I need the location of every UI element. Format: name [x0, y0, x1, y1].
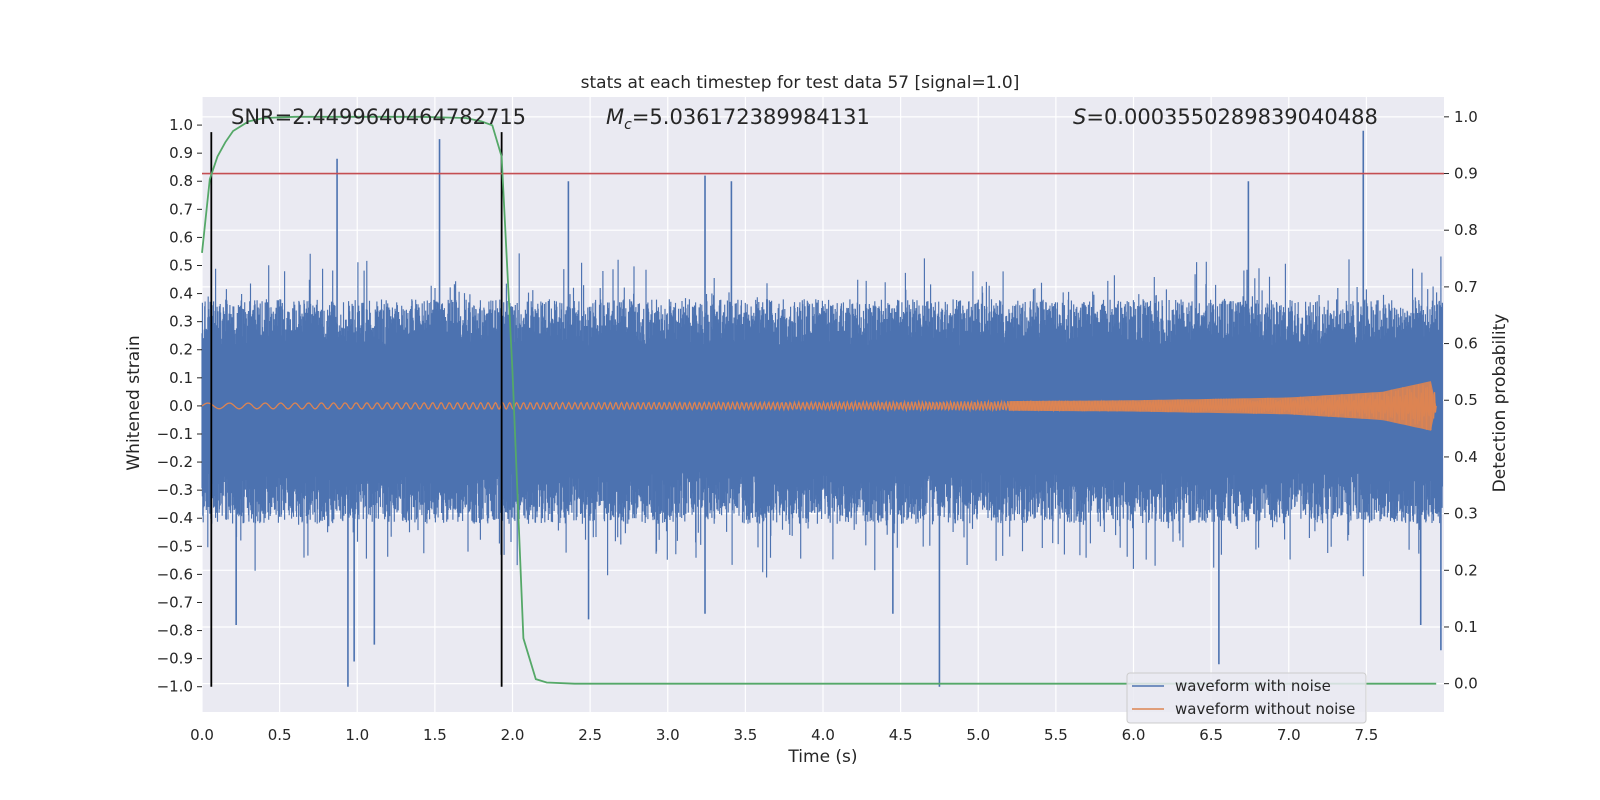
- y-tick-label: −0.4: [157, 509, 193, 527]
- detection-probability-series: [201, 115, 1437, 685]
- right-y-tick-label: 0.8: [1454, 221, 1478, 239]
- x-tick-label: 5.0: [966, 726, 990, 744]
- x-tick-label: 4.0: [811, 726, 835, 744]
- y-tick-label: 0.1: [169, 369, 193, 387]
- right-y-tick-label: 0.0: [1454, 675, 1478, 693]
- right-y-tick-label: 0.1: [1454, 618, 1478, 636]
- s-value: =0.0003550289839040488: [1086, 105, 1378, 129]
- chirp-mass-symbol: M: [606, 105, 624, 129]
- x-tick-label: 2.5: [578, 726, 602, 744]
- y-tick-label: −1.0: [157, 678, 193, 696]
- x-tick-label: 1.0: [345, 726, 369, 744]
- waveform-with-noise-series: [201, 130, 1443, 687]
- x-axis-label: Time (s): [787, 747, 857, 767]
- y-tick-label: −0.2: [157, 453, 193, 471]
- y-tick-label: 0.0: [169, 397, 193, 415]
- probability-line: [201, 115, 1437, 685]
- chirp-mass-value: =5.036172389984131: [632, 105, 870, 129]
- y-tick-label: 0.6: [169, 228, 193, 246]
- y-tick-label: −0.7: [157, 593, 193, 611]
- x-tick-label: 0.0: [190, 726, 214, 744]
- y-tick-label: 0.9: [169, 144, 193, 162]
- x-tick-label: 1.5: [423, 726, 447, 744]
- chart-title: stats at each timestep for test data 57 …: [581, 73, 1020, 93]
- x-tick-label: 3.5: [733, 726, 757, 744]
- y-tick-label: 0.3: [169, 313, 193, 331]
- right-y-tick-label: 0.9: [1454, 165, 1478, 183]
- x-tick-label: 6.5: [1199, 726, 1223, 744]
- y-tick-label: 0.7: [169, 200, 193, 218]
- y-tick-label: −0.3: [157, 481, 193, 499]
- right-y-tick-label: 0.6: [1454, 335, 1478, 353]
- right-y-axis-ticks: 1.0 0.9 0.8 0.7 0.6 0.5 0.4 0.3 0.2 0.1 0.0: [1444, 108, 1478, 693]
- right-y-tick-label: 0.7: [1454, 278, 1478, 296]
- x-tick-label: 0.5: [268, 726, 292, 744]
- right-y-tick-label: 0.5: [1454, 391, 1478, 409]
- y-tick-label: −0.6: [157, 565, 193, 583]
- y-tick-label: 0.2: [169, 341, 193, 359]
- waveform-without-noise-series: [201, 381, 1437, 431]
- right-y-tick-label: 0.3: [1454, 505, 1478, 523]
- x-tick-label: 3.0: [656, 726, 680, 744]
- x-tick-label: 2.0: [501, 726, 525, 744]
- y-tick-label: −0.9: [157, 650, 193, 668]
- y-axis-ticks: 1.0 0.9 0.8 0.7 0.6 0.5 0.4 0.3 0.2 0.1 0.0 −0.1 −0.…: [157, 116, 202, 696]
- y-tick-label: −0.5: [157, 537, 193, 555]
- legend-label-noise: waveform with noise: [1175, 677, 1331, 695]
- x-tick-label: 7.0: [1277, 726, 1301, 744]
- right-y-tick-label: 0.2: [1454, 561, 1478, 579]
- clean-waveform-fill: [1009, 381, 1437, 431]
- y-axis-label: Whitened strain: [124, 335, 144, 470]
- right-y-axis-label: Detection probability: [1490, 314, 1510, 493]
- x-tick-label: 4.5: [889, 726, 913, 744]
- y-tick-label: 0.4: [169, 285, 193, 303]
- snr-annotation: SNR=2.4499640464782715: [231, 105, 526, 129]
- chirp-mass-annotation: Mc=5.036172389984131: [606, 105, 870, 133]
- vertical-markers: [210, 132, 503, 687]
- y-tick-label: 0.8: [169, 172, 193, 190]
- x-tick-label: 5.5: [1044, 726, 1068, 744]
- s-annotation: S=0.0003550289839040488: [1073, 105, 1378, 129]
- y-tick-label: −0.1: [157, 425, 193, 443]
- legend-box: [1126, 672, 1367, 724]
- chirp-mass-subscript: c: [624, 117, 632, 133]
- legend-label-clean: waveform without noise: [1175, 700, 1355, 718]
- legend: waveform with noise waveform without noi…: [1126, 672, 1367, 724]
- y-tick-label: −0.8: [157, 622, 193, 640]
- s-symbol: S: [1073, 105, 1086, 129]
- right-y-tick-label: 0.4: [1454, 448, 1478, 466]
- right-y-tick-label: 1.0: [1454, 108, 1478, 126]
- y-tick-label: 0.5: [169, 256, 193, 274]
- x-axis-ticks: 0.0 0.5 1.0 1.5 2.0 2.5 3.0 3.5 4.0 4.5 5.0 5.5 6.0 6…: [190, 726, 1378, 744]
- x-tick-label: 7.5: [1354, 726, 1378, 744]
- y-tick-label: 1.0: [169, 116, 193, 134]
- x-tick-label: 6.0: [1122, 726, 1146, 744]
